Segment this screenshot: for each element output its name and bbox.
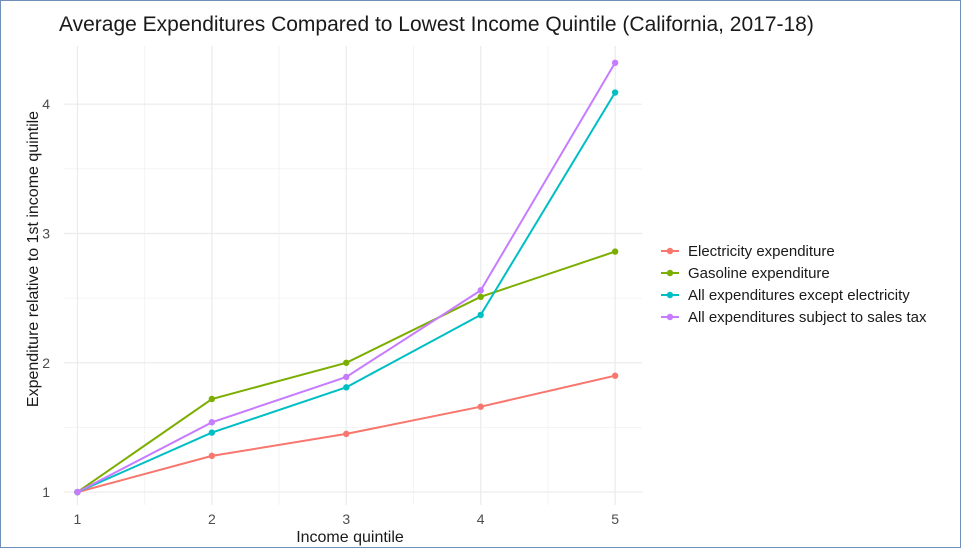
data-point xyxy=(477,293,484,301)
legend-label: Electricity expenditure xyxy=(688,243,835,260)
data-point xyxy=(477,311,484,319)
legend-key-point xyxy=(666,269,674,277)
y-tick-label: 4 xyxy=(42,96,50,112)
x-tick-label: 1 xyxy=(74,511,82,527)
x-tick-label: 4 xyxy=(477,511,485,527)
x-axis-title: Income quintile xyxy=(296,529,404,546)
legend-item: Gasoline expenditure xyxy=(661,265,830,282)
data-point xyxy=(477,403,484,410)
series-2 xyxy=(74,248,619,496)
legend-key-point xyxy=(666,291,674,299)
y-tick-label: 2 xyxy=(42,355,50,371)
series-4 xyxy=(74,59,619,496)
series-lines xyxy=(74,59,619,496)
data-point xyxy=(74,488,81,496)
data-point xyxy=(343,373,350,381)
axis-ticks: 1 2 3 4 5 1 2 3 4 xyxy=(42,96,619,527)
data-point xyxy=(343,430,350,438)
legend-key-point xyxy=(666,313,674,321)
legend-label: Gasoline expenditure xyxy=(688,265,830,282)
legend-label: All expenditures subject to sales tax xyxy=(688,309,927,326)
gridlines xyxy=(64,46,642,505)
y-axis-title: Expenditure relative to 1st income quint… xyxy=(25,111,42,407)
chart-title: Average Expenditures Compared to Lowest … xyxy=(59,13,814,36)
x-tick-label: 5 xyxy=(611,511,619,527)
data-point xyxy=(611,59,619,67)
y-tick-label: 1 xyxy=(42,484,50,500)
legend-item: All expenditures except electricity xyxy=(661,287,910,304)
data-point xyxy=(343,384,350,391)
legend-item: All expenditures subject to sales tax xyxy=(661,309,927,326)
legend-item: Electricity expenditure xyxy=(661,243,835,260)
legend-label: All expenditures except electricity xyxy=(688,287,910,304)
x-tick-label: 2 xyxy=(208,511,216,527)
data-point xyxy=(611,372,619,379)
x-tick-label: 3 xyxy=(342,511,350,527)
data-point xyxy=(208,429,216,436)
data-point xyxy=(343,359,350,366)
data-point xyxy=(611,248,619,255)
data-point xyxy=(208,452,216,460)
legend: Electricity expenditure Gasoline expendit… xyxy=(661,243,927,326)
legend-key-point xyxy=(666,247,674,255)
data-point xyxy=(208,395,216,403)
data-point xyxy=(611,89,619,96)
data-point xyxy=(477,287,484,294)
data-point xyxy=(208,419,216,426)
y-tick-label: 3 xyxy=(42,225,50,241)
